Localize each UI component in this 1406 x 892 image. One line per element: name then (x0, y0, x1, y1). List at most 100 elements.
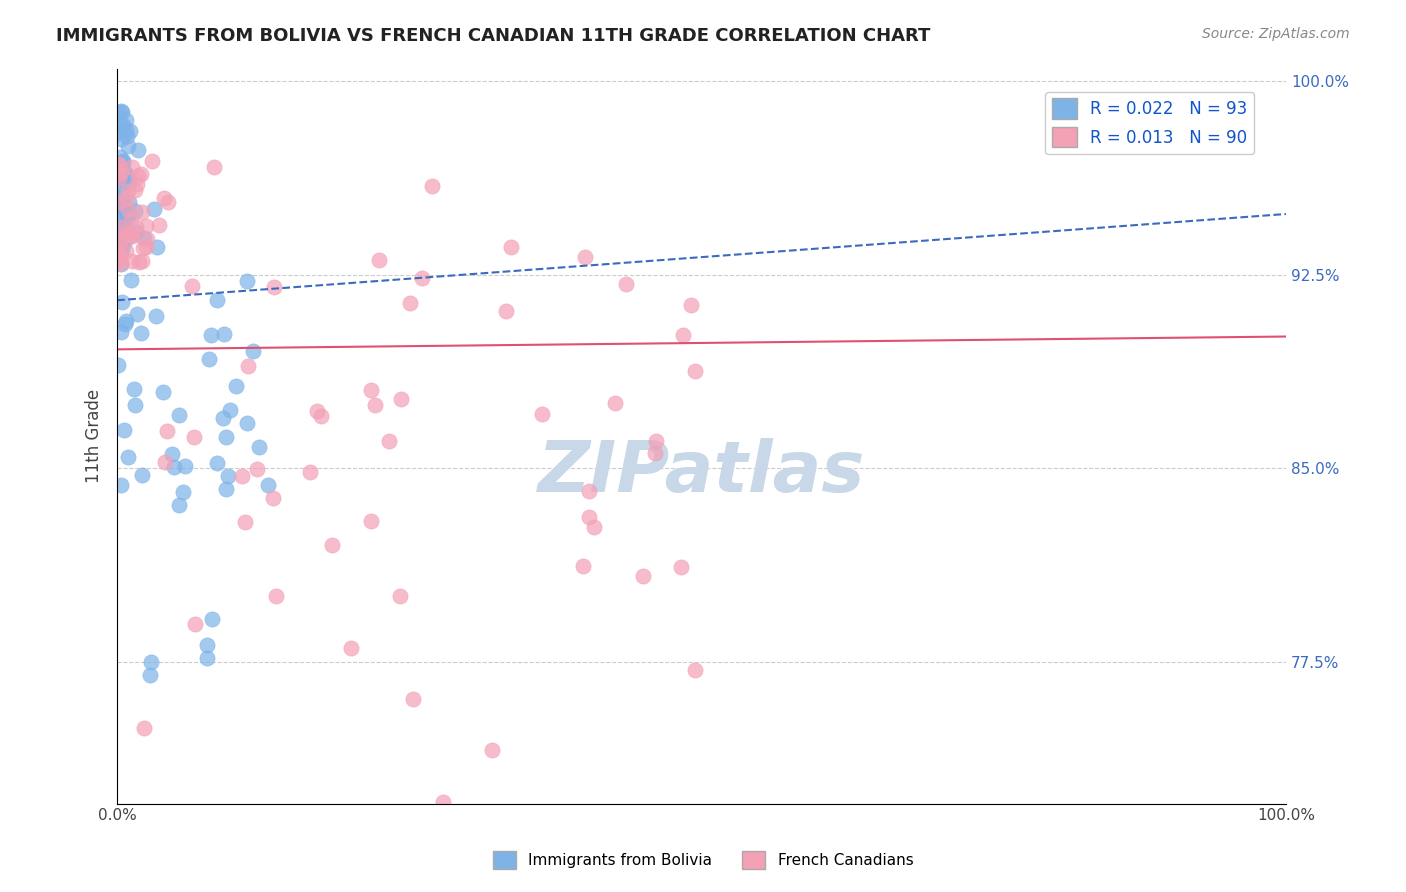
Point (112, 172, 135, 186)
Point (110, 245, 132, 260)
Point (124, 398, 146, 412)
Point (202, 160, 225, 174)
Point (173, 458, 195, 473)
Point (195, 650, 218, 665)
Point (141, 655, 163, 669)
Point (108, 208, 131, 222)
Point (152, 384, 174, 399)
Point (231, 469, 253, 483)
Point (115, 113, 138, 128)
Point (236, 274, 259, 288)
Point (156, 424, 179, 438)
Point (108, 158, 131, 172)
Point (125, 219, 148, 234)
Text: IMMIGRANTS FROM BOLIVIA VS FRENCH CANADIAN 11TH GRADE CORRELATION CHART: IMMIGRANTS FROM BOLIVIA VS FRENCH CANADI… (56, 27, 931, 45)
Point (128, 255, 150, 269)
Point (679, 298, 702, 312)
Point (108, 219, 131, 234)
Point (368, 253, 391, 268)
Point (141, 154, 163, 169)
Point (246, 461, 269, 475)
Point (672, 328, 695, 343)
Y-axis label: 11th Grade: 11th Grade (86, 389, 103, 483)
Point (211, 410, 233, 425)
Point (112, 164, 135, 178)
Point (114, 234, 136, 248)
Point (264, 589, 287, 603)
Point (247, 441, 270, 455)
Point (111, 241, 134, 255)
Point (112, 153, 135, 168)
Point (360, 383, 382, 397)
Legend: Immigrants from Bolivia, French Canadians: Immigrants from Bolivia, French Canadian… (486, 845, 920, 875)
Point (143, 202, 166, 216)
Point (110, 257, 132, 271)
Point (110, 165, 132, 179)
Point (108, 150, 131, 164)
Point (120, 227, 142, 241)
Point (205, 293, 228, 307)
Text: Source: ZipAtlas.com: Source: ZipAtlas.com (1202, 27, 1350, 41)
Point (107, 250, 129, 264)
Point (146, 240, 169, 254)
Point (110, 325, 132, 339)
Point (108, 235, 131, 249)
Point (481, 743, 503, 757)
Point (117, 202, 139, 216)
Point (122, 382, 145, 396)
Point (107, 127, 129, 141)
Point (262, 491, 284, 505)
Point (129, 167, 152, 181)
Point (263, 279, 285, 293)
Point (212, 327, 235, 342)
Point (115, 226, 138, 240)
Point (131, 254, 153, 268)
Point (114, 244, 136, 258)
Point (121, 227, 143, 242)
Point (236, 359, 259, 373)
Point (215, 482, 238, 496)
Point (145, 309, 167, 323)
Point (217, 468, 239, 483)
Point (127, 143, 149, 157)
Point (110, 237, 132, 252)
Point (112, 423, 135, 437)
Point (305, 403, 328, 417)
Point (114, 317, 136, 331)
Point (160, 447, 183, 461)
Point (614, 277, 637, 291)
Point (111, 219, 134, 234)
Point (198, 351, 221, 366)
Legend: R = 0.022   N = 93, R = 0.013   N = 90: R = 0.022 N = 93, R = 0.013 N = 90 (1045, 92, 1254, 154)
Point (117, 138, 139, 153)
Point (118, 124, 141, 138)
Point (110, 256, 132, 270)
Point (309, 409, 332, 423)
Point (378, 434, 401, 449)
Point (531, 407, 554, 421)
Point (184, 617, 207, 632)
Point (111, 191, 134, 205)
Point (107, 358, 129, 372)
Point (111, 118, 134, 132)
Point (574, 250, 596, 264)
Point (685, 364, 707, 378)
Point (153, 191, 176, 205)
Point (107, 157, 129, 171)
Point (257, 478, 280, 492)
Point (112, 211, 135, 226)
Point (110, 104, 132, 119)
Point (121, 229, 143, 244)
Point (115, 167, 138, 181)
Point (108, 117, 131, 131)
Point (578, 509, 600, 524)
Point (644, 434, 666, 449)
Point (167, 408, 190, 422)
Point (111, 196, 134, 211)
Point (115, 211, 138, 226)
Point (631, 569, 654, 583)
Point (215, 430, 238, 444)
Point (219, 403, 242, 417)
Point (200, 328, 222, 343)
Point (360, 514, 382, 528)
